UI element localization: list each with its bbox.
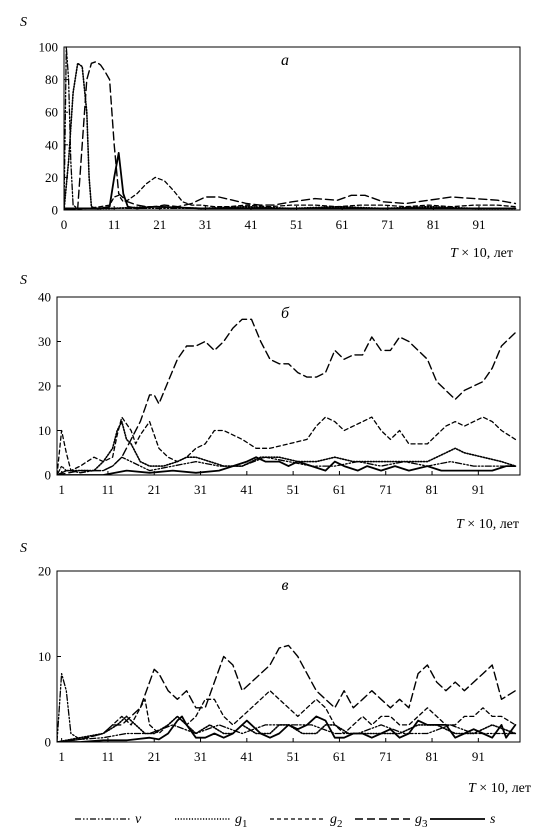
y-tick-label: 20	[45, 170, 58, 185]
y-tick-label: 100	[39, 40, 59, 55]
y-tick-label: 0	[52, 203, 59, 218]
series-line-g3	[57, 644, 517, 742]
x-tick-label: 91	[472, 482, 485, 497]
x-tick-label: 11	[108, 217, 121, 232]
x-tick-label: 41	[244, 217, 257, 232]
y-tick-label: 30	[38, 334, 51, 349]
legend-item-g1: g1	[175, 812, 248, 830]
y-tick-label: 10	[38, 649, 51, 664]
x-tick-label: 21	[148, 482, 161, 497]
panel-label: а	[281, 52, 289, 69]
series-group	[57, 644, 517, 742]
series-line-g3	[57, 318, 517, 475]
y-tick-label: 80	[45, 72, 58, 87]
x-axis-label-var: T	[450, 246, 459, 261]
legend-item-v: v	[75, 812, 142, 827]
x-tick-label: 21	[148, 749, 161, 764]
legend-item-g3: g3	[355, 812, 428, 830]
legend-label-sub: 1	[242, 818, 248, 830]
x-tick-label: 0	[61, 217, 68, 232]
x-tick-label: 81	[426, 749, 439, 764]
series-line-s	[57, 715, 517, 742]
x-tick-label: 81	[427, 217, 440, 232]
x-tick-label: 41	[240, 482, 253, 497]
x-tick-label: 1	[58, 482, 65, 497]
x-tick-label: 51	[287, 749, 300, 764]
x-tick-label: 31	[199, 217, 212, 232]
series-group	[64, 46, 517, 210]
series-line-g1	[57, 715, 517, 742]
x-tick-label: 11	[102, 482, 115, 497]
x-tick-label: 71	[381, 217, 394, 232]
x-tick-label: 1	[58, 749, 65, 764]
x-axis-label-var: T	[468, 781, 477, 796]
y-axis-label: S	[20, 541, 27, 556]
x-tick-label: 51	[287, 482, 300, 497]
x-tick-label: 71	[379, 749, 392, 764]
chart-panel-1: 0 20 40 60 80 100 0 11 21 31 41 51 61 71 81 91 S T × 10, …	[20, 15, 521, 261]
series-line-v	[64, 46, 517, 210]
series-line-v	[57, 672, 517, 742]
legend: v g1 g2 g3 s	[75, 812, 496, 830]
x-tick-label: 51	[290, 217, 303, 232]
series-group	[57, 318, 517, 475]
x-tick-label: 91	[472, 217, 485, 232]
legend-label-sub: 2	[337, 818, 343, 830]
y-tick-label: 60	[45, 105, 58, 120]
x-tick-label: 31	[194, 482, 207, 497]
x-tick-label: 61	[333, 749, 346, 764]
series-line-v	[57, 456, 517, 475]
x-axis-label: T × 10, лет	[468, 781, 531, 796]
plot-frame	[63, 46, 521, 211]
legend-label: v	[135, 812, 142, 827]
series-line-g2	[57, 416, 517, 475]
legend-label: g2	[330, 812, 343, 830]
y-tick-label: 10	[38, 423, 51, 438]
y-tick-label: 40	[45, 137, 58, 152]
series-line-g1	[57, 420, 517, 475]
x-tick-label: 21	[153, 217, 166, 232]
x-tick-label: 81	[426, 482, 439, 497]
legend-item-g2: g2	[270, 812, 343, 830]
x-axis-label: T × 10, лет	[456, 517, 519, 532]
x-tick-label: 61	[336, 217, 349, 232]
y-tick-label: 20	[38, 379, 51, 394]
x-axis-label-var: T	[456, 517, 465, 532]
x-tick-label: 41	[240, 749, 253, 764]
y-tick-label: 40	[38, 290, 51, 305]
series-line-s	[64, 152, 517, 210]
legend-label-sub: 3	[422, 818, 428, 830]
legend-label: s	[490, 812, 496, 827]
y-tick-label: 20	[38, 564, 51, 579]
x-tick-label: 61	[333, 482, 346, 497]
y-tick-label: 0	[45, 468, 52, 483]
series-line-g2	[57, 690, 517, 742]
x-tick-label: 71	[379, 482, 392, 497]
legend-label: g1	[235, 812, 248, 830]
x-axis-label: T × 10, лет	[450, 246, 513, 261]
y-axis-label: S	[20, 15, 27, 30]
x-tick-label: 91	[472, 749, 485, 764]
series-line-g1	[64, 62, 517, 210]
x-axis-label-rest: × 10, лет	[476, 781, 531, 796]
panel-label: б	[281, 305, 290, 322]
legend-item-s: s	[430, 812, 496, 827]
panel-label: в	[282, 577, 289, 594]
legend-label: g3	[415, 812, 428, 830]
x-axis-label-rest: × 10, лет	[458, 246, 513, 261]
series-line-g2	[64, 176, 517, 210]
y-axis-label: S	[20, 273, 27, 288]
series-line-s	[57, 456, 517, 475]
x-axis-label-rest: × 10, лет	[464, 517, 519, 532]
x-tick-label: 31	[194, 749, 207, 764]
y-tick-label: 0	[45, 735, 52, 750]
x-tick-label: 11	[102, 749, 115, 764]
series-line-g3	[64, 61, 517, 210]
